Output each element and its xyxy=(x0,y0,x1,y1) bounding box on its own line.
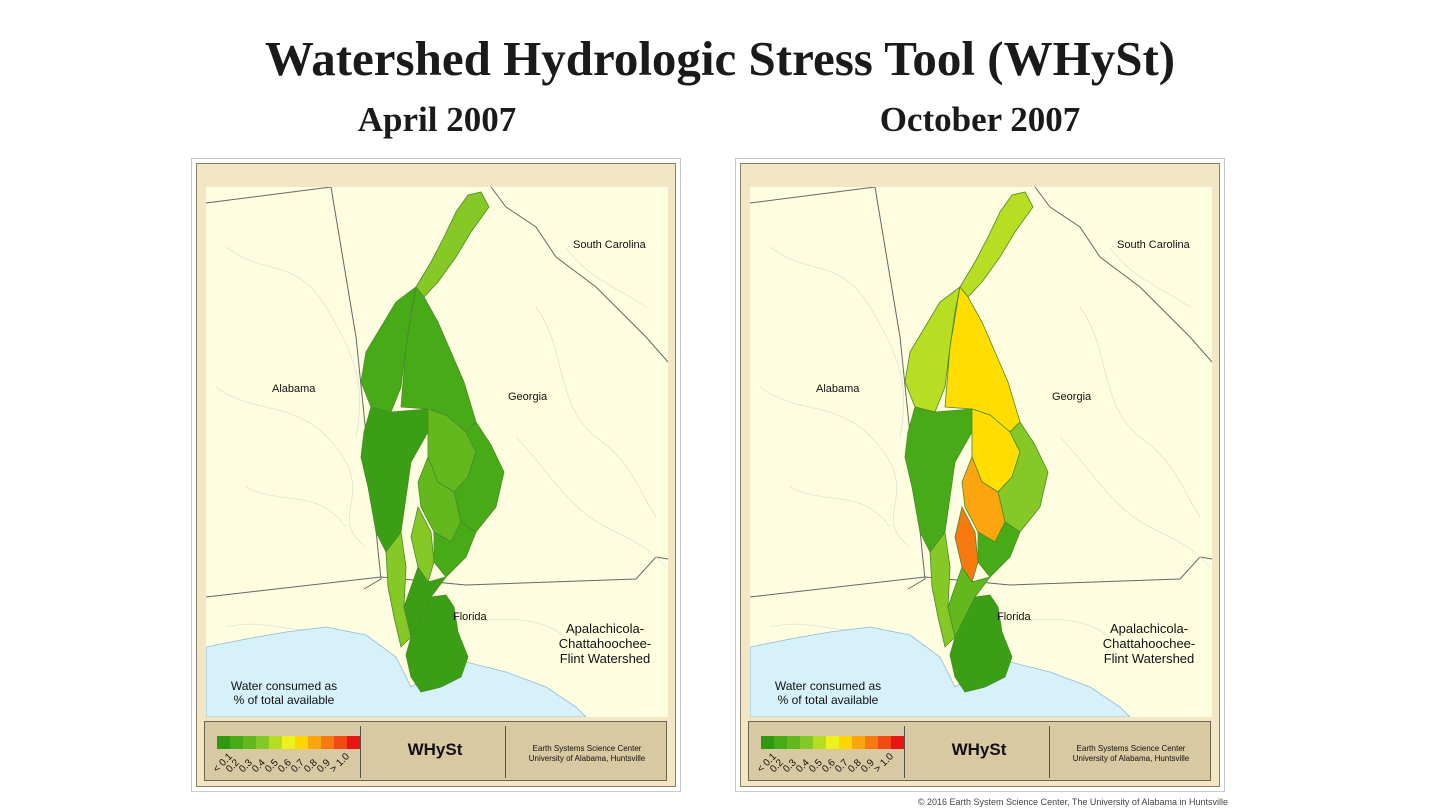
legend-caption-line2: % of total available xyxy=(777,693,879,707)
subbasin-lower-west xyxy=(433,521,477,578)
map-panel-april: South Carolina Alabama Georgia Florida A… xyxy=(191,158,681,792)
organization-label: Earth Systems Science Center University … xyxy=(507,744,667,764)
legend-tick-label: > 1.0 xyxy=(872,751,896,775)
legend-swatch xyxy=(813,736,826,749)
state-label-georgia: Georgia xyxy=(508,391,548,403)
footer-divider xyxy=(505,726,506,778)
south-carolina-border xyxy=(1034,187,1212,363)
map-footer: < 0.1 0.2 0.3 0.4 0.5 0.6 0.7 0.8 0.9 > 1.0 WHySt… xyxy=(748,721,1211,781)
state-label-florida: Florida xyxy=(997,611,1031,623)
legend-swatch xyxy=(865,736,878,749)
footer-divider xyxy=(904,726,905,778)
map-footer: < 0.1 0.2 0.3 0.4 0.5 0.6 0.7 0.8 0.9 > 1.0 WHySt… xyxy=(204,721,667,781)
legend-swatch xyxy=(826,736,839,749)
legend-swatch xyxy=(347,736,360,749)
page-title: Watershed Hydrologic Stress Tool (WHySt) xyxy=(264,31,1176,86)
legend-swatch xyxy=(761,736,774,749)
legend-swatch xyxy=(282,736,295,749)
legend-swatch xyxy=(295,736,308,749)
state-label-south-carolina: South Carolina xyxy=(1117,239,1190,251)
subbasin-apalachicola xyxy=(949,594,1013,693)
legend-swatch xyxy=(308,736,321,749)
legend-swatch xyxy=(269,736,282,749)
legend-swatch xyxy=(839,736,852,749)
legend-tick-label: > 1.0 xyxy=(328,751,352,775)
legend-swatch xyxy=(321,736,334,749)
florida-border xyxy=(750,556,1212,598)
legend-caption-line2: % of total available xyxy=(233,693,335,707)
watershed-name-line1: Apalachicola- xyxy=(1109,621,1189,636)
legend-swatch xyxy=(334,736,347,749)
rivers-layer xyxy=(215,246,667,638)
watershed-name: Apalachicola- Chattahoochee- Flint Water… xyxy=(1084,621,1214,666)
org-line1: Earth Systems Science Center xyxy=(532,744,642,753)
alabama-georgia-border xyxy=(206,187,382,590)
state-label-south-carolina: South Carolina xyxy=(573,239,646,251)
state-label-alabama: Alabama xyxy=(816,383,860,395)
watershed-map-april xyxy=(206,187,668,717)
subbasin-apalachicola xyxy=(405,594,469,693)
state-label-alabama: Alabama xyxy=(272,383,316,395)
legend-swatch xyxy=(800,736,813,749)
watershed-name-line2: Chattahoochee- xyxy=(558,636,652,651)
legend-swatch xyxy=(230,736,243,749)
org-line2: University of Alabama, Huntsville xyxy=(528,754,646,763)
legend-caption-line1: Water consumed as xyxy=(230,679,338,693)
watershed-map-october xyxy=(750,187,1212,717)
subbasin-lower-west xyxy=(977,521,1021,578)
legend-caption: Water consumed as % of total available xyxy=(753,679,903,707)
legend-swatch xyxy=(852,736,865,749)
legend-swatch xyxy=(787,736,800,749)
state-label-georgia: Georgia xyxy=(1052,391,1092,403)
legend-caption-line1: Water consumed as xyxy=(774,679,882,693)
florida-border xyxy=(206,556,668,598)
brand-label: WHySt xyxy=(951,740,1007,759)
south-carolina-border xyxy=(490,187,668,363)
watershed-name: Apalachicola- Chattahoochee- Flint Water… xyxy=(540,621,670,666)
map-title-october: October 2007 xyxy=(879,100,1081,139)
footer-divider xyxy=(1049,726,1050,778)
watershed-name-line3: Flint Watershed xyxy=(559,651,651,666)
legend-swatch xyxy=(243,736,256,749)
organization-label: Earth Systems Science Center University … xyxy=(1051,744,1211,764)
watershed-name-line3: Flint Watershed xyxy=(1103,651,1195,666)
footer-divider xyxy=(360,726,361,778)
map-title-april: April 2007 xyxy=(357,100,517,139)
legend-swatches xyxy=(761,736,904,749)
map-panel-october: South Carolina Alabama Georgia Florida A… xyxy=(735,158,1225,792)
alabama-georgia-border xyxy=(750,187,926,590)
legend-swatch xyxy=(774,736,787,749)
brand-label: WHySt xyxy=(407,740,463,759)
state-label-florida: Florida xyxy=(453,611,487,623)
legend-swatch xyxy=(217,736,230,749)
watershed-name-line2: Chattahoochee- xyxy=(1102,636,1196,651)
legend-swatches xyxy=(217,736,360,749)
legend-swatch xyxy=(256,736,269,749)
org-line1: Earth Systems Science Center xyxy=(1076,744,1186,753)
watershed-name-line1: Apalachicola- xyxy=(565,621,645,636)
rivers-layer xyxy=(759,246,1211,638)
copyright-notice: © 2016 Earth System Science Center, The … xyxy=(917,797,1228,807)
org-line2: University of Alabama, Huntsville xyxy=(1072,754,1190,763)
legend-ticks: < 0.1 0.2 0.3 0.4 0.5 0.6 0.7 0.8 0.9 > 1.0 xyxy=(211,750,363,780)
legend-caption: Water consumed as % of total available xyxy=(209,679,359,707)
legend-swatch xyxy=(891,736,904,749)
legend-swatch xyxy=(878,736,891,749)
legend-ticks: < 0.1 0.2 0.3 0.4 0.5 0.6 0.7 0.8 0.9 > 1.0 xyxy=(755,750,907,780)
